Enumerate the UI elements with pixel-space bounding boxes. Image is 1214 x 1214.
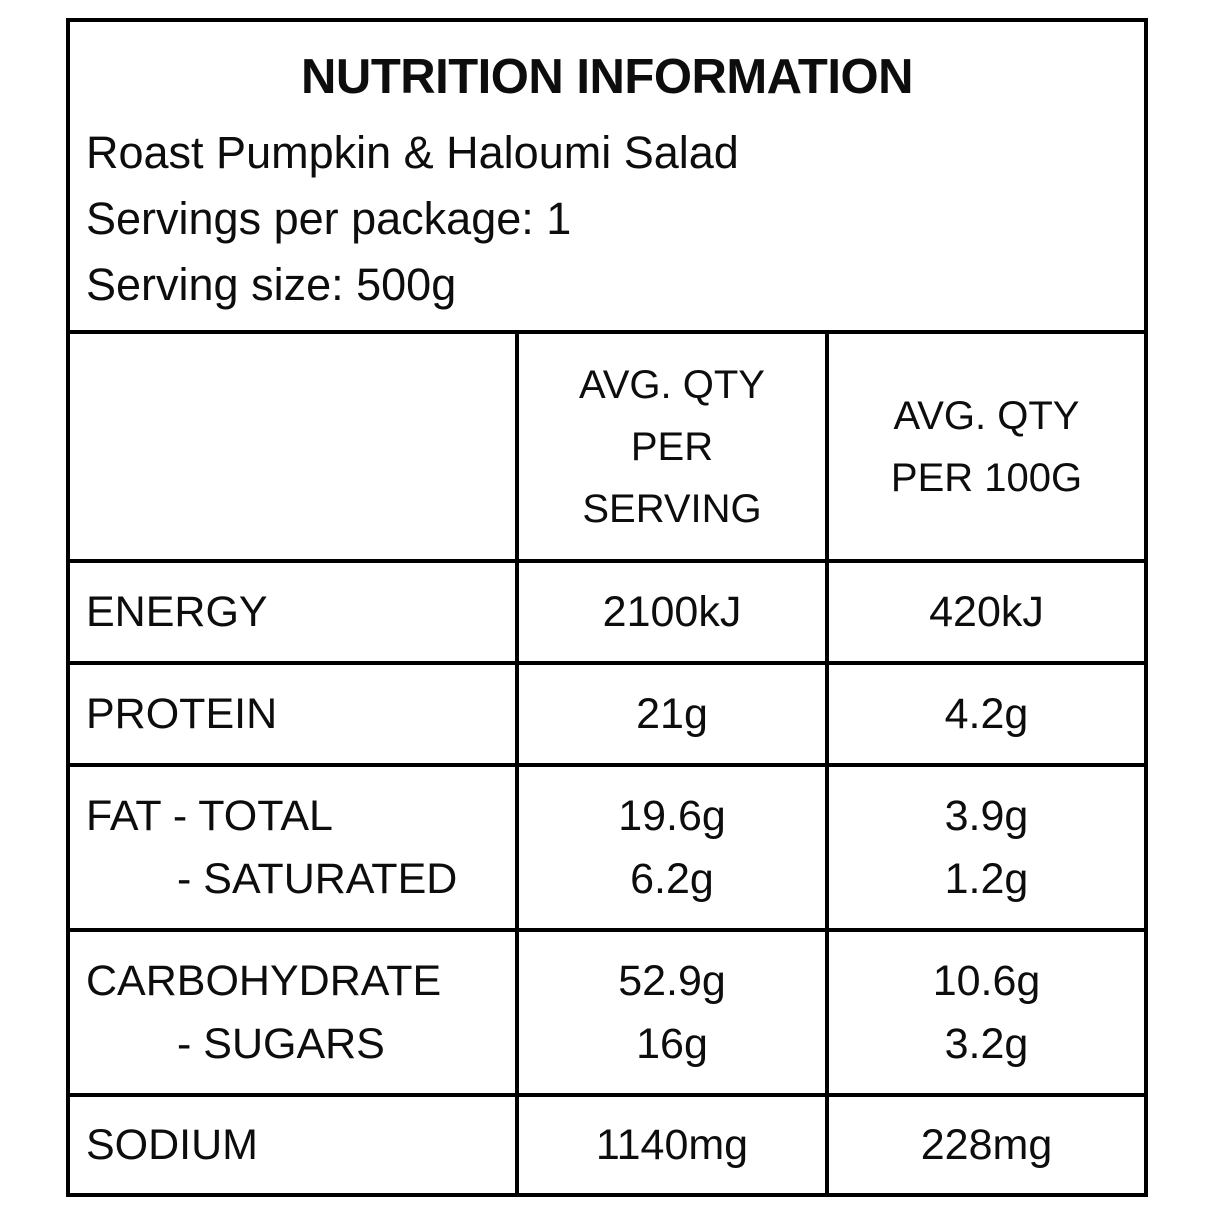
energy-per-100g: 420kJ: [825, 559, 1144, 661]
row-label-carbohydrate: CARBOHYDRATE - SUGARS: [70, 928, 515, 1093]
sodium-per-100g: 228mg: [825, 1093, 1144, 1193]
sugars-per-100g: 3.2g: [944, 1019, 1029, 1068]
nutrition-table: AVG. QTY PER SERVING AVG. QTY PER 100G E…: [70, 330, 1144, 1193]
row-label-protein: PROTEIN: [70, 661, 515, 763]
col-header-per-serving-line: AVG. QTY: [579, 362, 765, 407]
fat-total-label: FAT - TOTAL: [86, 791, 333, 840]
label-title: NUTRITION INFORMATION: [301, 50, 913, 104]
energy-per-serving: 2100kJ: [515, 559, 825, 661]
fat-total-per-100g: 3.9g: [944, 791, 1029, 840]
carbohydrate-total-per-serving: 52.9g: [618, 956, 726, 1005]
sugars-label: - SUGARS: [177, 1019, 385, 1068]
protein-per-100g: 4.2g: [825, 661, 1144, 763]
carbohydrate-total-per-100g: 10.6g: [932, 956, 1041, 1005]
row-label-fat: FAT - TOTAL - SATURATED: [70, 763, 515, 928]
fat-saturated-per-100g: 1.2g: [944, 854, 1029, 903]
col-header-per-100g: AVG. QTY PER 100G: [825, 334, 1144, 559]
fat-per-100g: 3.9g 1.2g: [825, 763, 1144, 928]
protein-per-serving: 21g: [515, 661, 825, 763]
product-name: Roast Pumpkin & Haloumi Salad: [86, 127, 739, 178]
servings-per-package: Servings per package: 1: [86, 193, 572, 244]
col-header-per-serving-line: SERVING: [582, 486, 762, 531]
serving-size: Serving size: 500g: [86, 259, 457, 310]
carbohydrate-label: CARBOHYDRATE: [86, 956, 442, 1005]
sodium-per-serving: 1140mg: [515, 1093, 825, 1193]
col-header-per-serving-line: PER: [630, 424, 714, 469]
carbohydrate-per-serving: 52.9g 16g: [515, 928, 825, 1093]
col-header-per-serving: AVG. QTY PER SERVING: [515, 334, 825, 559]
col-header-per-100g-line: AVG. QTY: [893, 393, 1080, 438]
row-label-energy: ENERGY: [70, 559, 515, 661]
label-header: NUTRITION INFORMATION Roast Pumpkin & Ha…: [70, 22, 1144, 330]
fat-saturated-per-serving: 6.2g: [630, 854, 714, 903]
row-label-sodium: SODIUM: [70, 1093, 515, 1193]
table-corner-cell: [70, 334, 515, 559]
fat-total-per-serving: 19.6g: [618, 791, 726, 840]
fat-per-serving: 19.6g 6.2g: [515, 763, 825, 928]
col-header-per-100g-line: PER 100G: [890, 455, 1083, 500]
nutrition-label: NUTRITION INFORMATION Roast Pumpkin & Ha…: [66, 18, 1148, 1197]
carbohydrate-per-100g: 10.6g 3.2g: [825, 928, 1144, 1093]
fat-saturated-label: - SATURATED: [177, 854, 458, 903]
sugars-per-serving: 16g: [636, 1019, 708, 1068]
